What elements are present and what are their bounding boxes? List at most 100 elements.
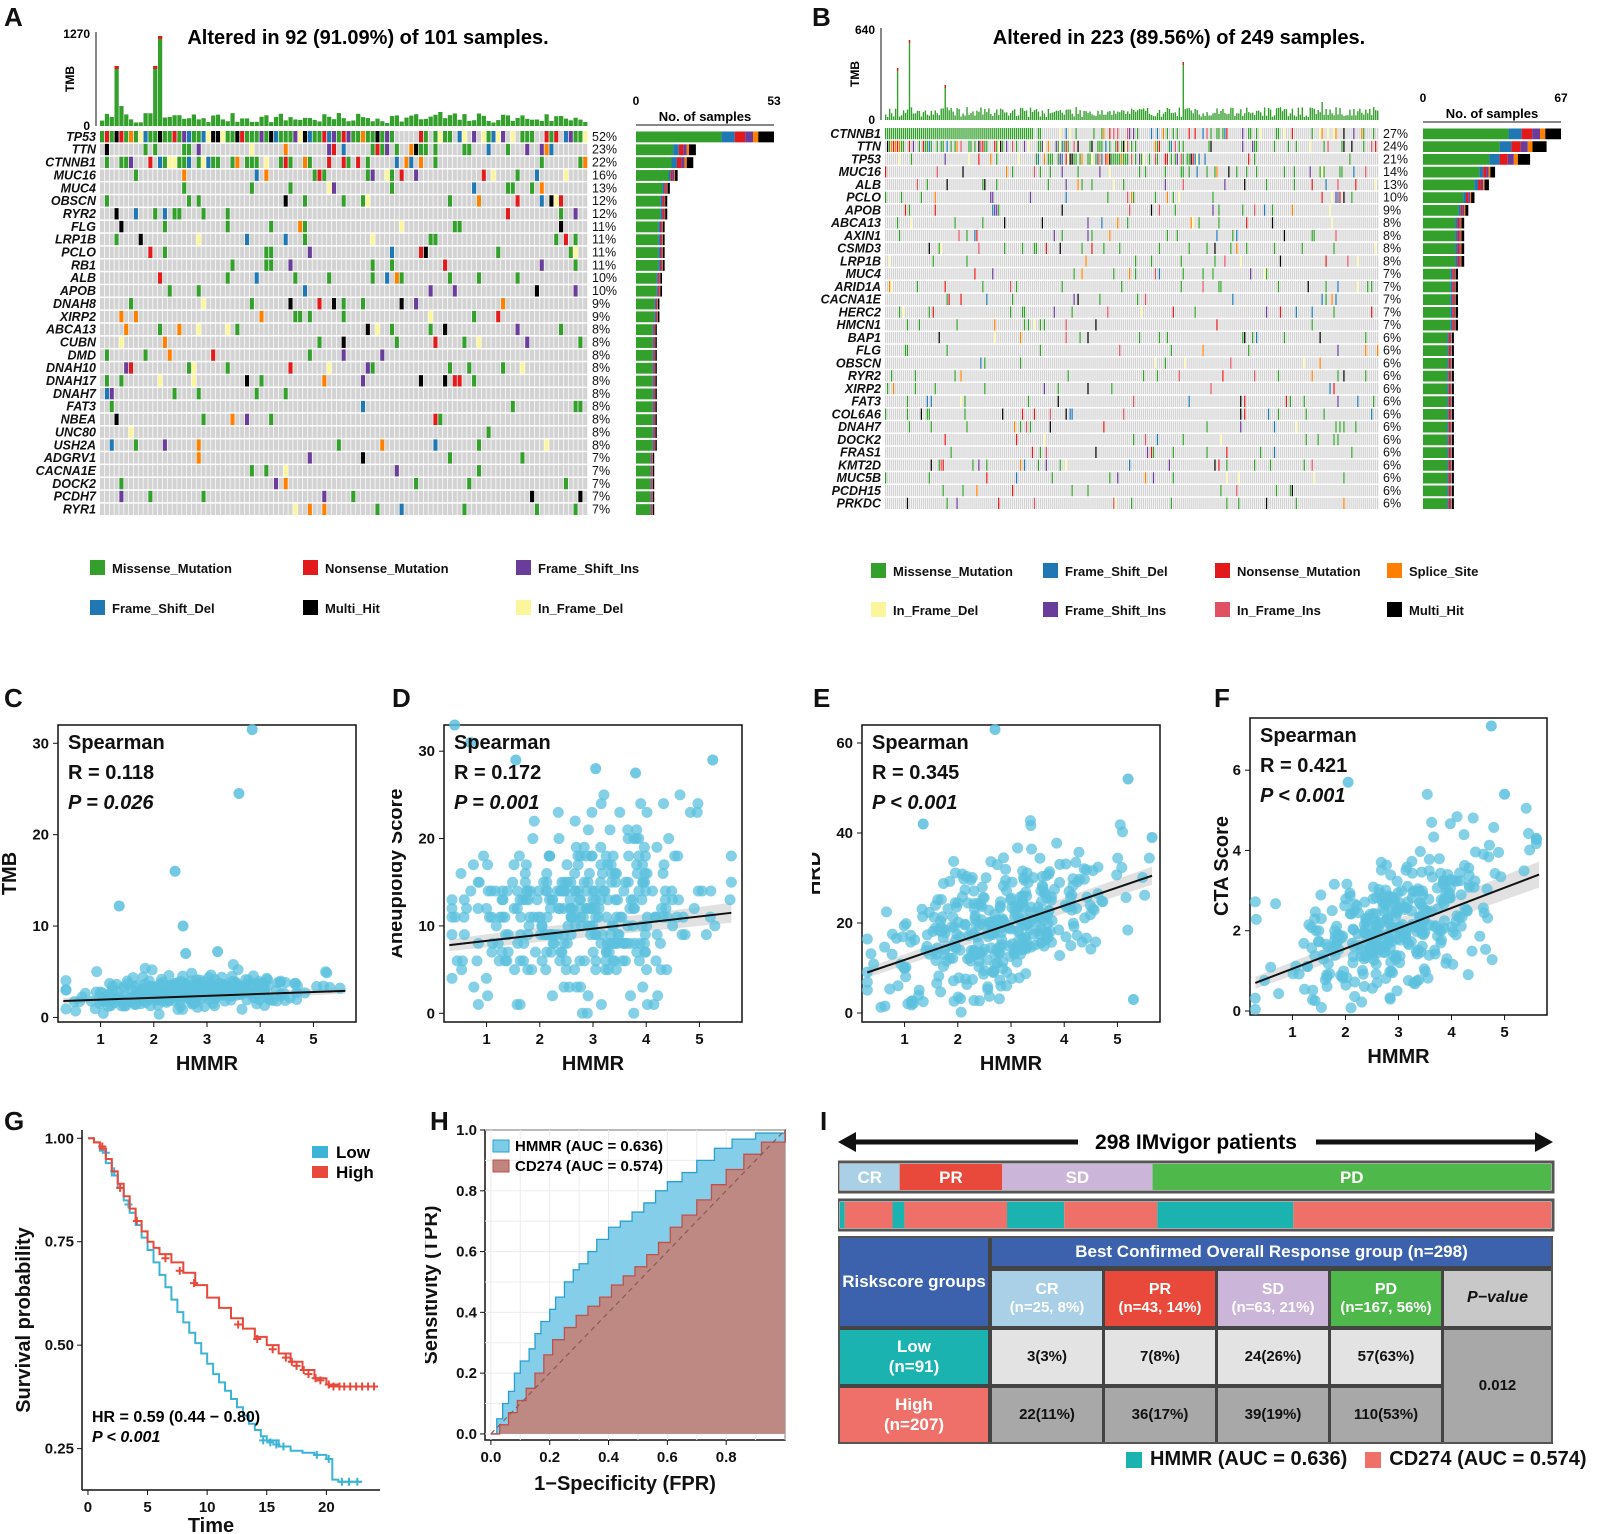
empty-cell [404,465,409,477]
empty-cell [501,208,506,220]
empty-cell [1045,179,1047,191]
tmb-bar [1043,113,1046,120]
gene-bar-segment [753,131,759,143]
empty-cell [119,233,124,246]
empty-cell [525,503,530,515]
empty-cell [235,477,240,490]
empty-cell [563,143,568,156]
mutation-cell [573,285,578,297]
empty-cell [1085,166,1087,178]
empty-cell [186,477,192,490]
empty-cell [409,310,414,323]
mutation-cell [104,195,109,207]
empty-cell [269,272,274,284]
empty-cell [312,323,317,336]
empty-cell [225,143,230,156]
empty-cell [259,452,264,464]
mutation-cell [1295,140,1297,152]
empty-cell [351,362,356,374]
empty-cell [1345,179,1347,191]
gene-bar-segment [653,349,655,361]
tmb-bar [1293,115,1296,120]
mutation-cell [1119,153,1121,165]
empty-cell [249,336,254,348]
empty-cell [1162,153,1165,165]
empty-cell [559,452,564,464]
empty-cell [220,195,225,207]
empty-cell [380,362,385,374]
empty-cell [298,477,303,490]
tmb-bar [968,114,970,120]
empty-cell [1103,140,1105,152]
empty-cell [467,156,472,169]
gene-bar-missense [636,195,661,207]
empty-cell [100,503,105,515]
empty-cell [186,490,192,503]
mutation-cell [1134,153,1137,165]
mutation-cell [1111,153,1113,165]
empty-cell [215,208,221,220]
empty-cell [491,233,496,246]
mutation-cell [1125,153,1127,165]
empty-cell [1146,128,1149,140]
mutation-cell [327,182,332,194]
gene-bar-segment [1490,166,1496,178]
gene-percent: 13% [592,181,617,195]
empty-cell [100,156,105,169]
empty-cell [457,477,462,490]
mutation-cell [109,131,114,143]
empty-cell [452,323,457,336]
empty-cell [128,195,134,207]
mutation-cell [894,140,897,152]
empty-cell [1170,179,1172,191]
mutation-cell [148,156,153,169]
gene-percent: 7% [592,477,610,491]
empty-cell [481,439,486,451]
empty-cell [1081,140,1083,152]
mutation-cell [172,131,177,143]
empty-cell [1079,140,1081,152]
empty-cell [109,336,114,348]
empty-cell [220,169,225,181]
empty-cell [162,452,167,464]
gene-bar-segment [683,144,687,156]
gene-bar-segment [1499,141,1512,152]
gene-bar-segment [652,388,654,400]
empty-cell [404,233,409,246]
gene-label: RYR1 [63,503,96,517]
empty-cell [496,388,501,400]
gene-bar-segment [651,452,653,464]
mutation-cell [196,233,201,246]
empty-cell [1071,166,1073,178]
empty-cell [273,439,279,451]
empty-cell [312,490,317,503]
mutation-cell [283,233,288,246]
mutation-cell [414,169,419,181]
mutation-cell [307,246,312,258]
empty-cell [559,169,564,181]
mutation-cell [433,143,438,156]
empty-cell [288,426,293,438]
empty-cell [950,179,952,191]
empty-cell [559,362,564,374]
empty-cell [389,195,395,207]
empty-cell [331,310,337,323]
tmb-bar [996,109,998,120]
tmb-bar [894,108,897,120]
empty-cell [1023,179,1026,191]
empty-cell [394,388,399,400]
empty-cell [1299,166,1301,178]
empty-cell [351,208,356,220]
empty-cell [472,465,477,477]
empty-cell [215,439,221,451]
empty-cell [1002,166,1004,178]
empty-cell [1240,153,1242,165]
empty-cell [496,349,501,361]
empty-cell [423,323,428,336]
empty-cell [1008,179,1010,191]
empty-cell [244,477,250,490]
empty-cell [1327,153,1329,165]
tmb-bar [1105,114,1107,120]
empty-cell [128,439,134,451]
empty-cell [153,400,158,413]
